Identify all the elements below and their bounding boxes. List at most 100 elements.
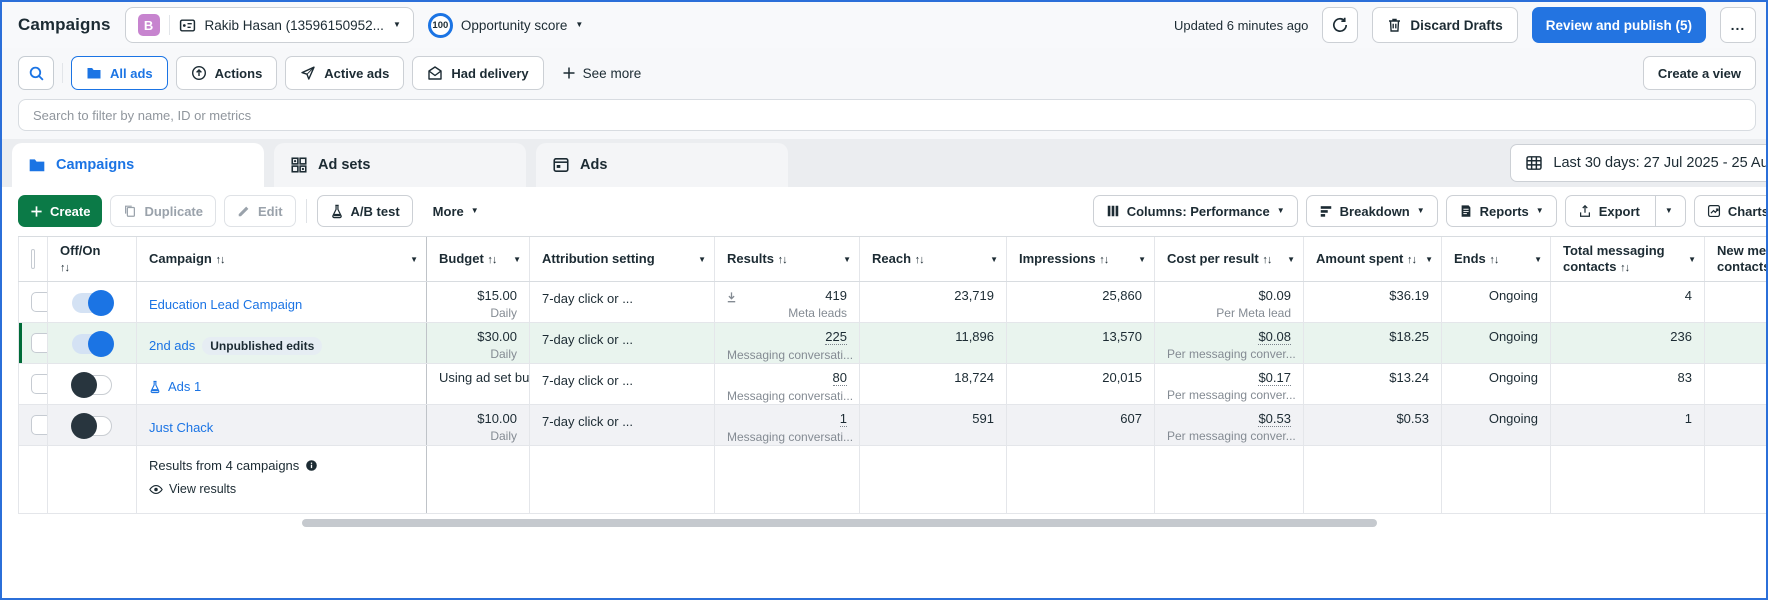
flask-icon [149, 380, 161, 394]
filter-had-delivery[interactable]: Had delivery [412, 56, 544, 90]
attribution-cell: 7-day click or ... [530, 282, 715, 322]
discard-drafts-button[interactable]: Discard Drafts [1372, 7, 1518, 43]
columns-button[interactable]: Columns: Performance ▼ [1092, 195, 1298, 227]
footer-cell [1007, 446, 1155, 513]
header-attribution[interactable]: Attribution setting ▼ [530, 237, 715, 281]
divider [168, 15, 170, 35]
row-toggle-cell [48, 282, 137, 322]
more-button[interactable]: More ▼ [421, 195, 491, 227]
sort-icon: ↑↓ [60, 261, 70, 274]
row-toggle-cell [48, 405, 137, 445]
view-results-button[interactable]: View results [149, 482, 414, 496]
campaign-link[interactable]: Education Lead Campaign [149, 297, 303, 312]
search-filter-button[interactable] [18, 56, 54, 90]
budget-cell: $30.00 Daily [427, 323, 530, 363]
breakdown-button[interactable]: Breakdown ▼ [1305, 195, 1438, 227]
ab-test-button[interactable]: A/B test [316, 195, 413, 227]
table-row: Education Lead Campaign $15.00 Daily 7-da… [18, 282, 1766, 323]
view-toolbar: Columns: Performance ▼ Breakdown ▼ Repor… [1092, 195, 1766, 227]
reports-label: Reports [1479, 203, 1529, 219]
see-more-button[interactable]: See more [552, 66, 652, 81]
header-off-on[interactable]: Off/On ↑↓ [48, 237, 137, 281]
campaign-toggle[interactable] [72, 290, 114, 316]
export-button[interactable]: Export ▼ [1564, 195, 1686, 227]
chevron-down-icon[interactable]: ▼ [410, 255, 418, 264]
header-total-messaging-contacts[interactable]: Total messaging contacts ↑↓ ▼ [1551, 237, 1705, 281]
cost-per-result-cell: $0.53 Per messaging conver... [1155, 405, 1304, 445]
download-icon[interactable] [725, 291, 738, 304]
columns-icon [1107, 205, 1118, 217]
create-button[interactable]: Create [18, 195, 103, 227]
sort-icon: ↑↓ [914, 253, 925, 266]
refresh-button[interactable] [1322, 7, 1359, 43]
chevron-down-icon[interactable]: ▼ [1425, 255, 1433, 264]
row-checkbox[interactable] [31, 415, 47, 435]
chevron-down-icon[interactable]: ▼ [1287, 255, 1295, 264]
header-results[interactable]: Results ↑↓ ▼ [715, 237, 860, 281]
search-input[interactable] [18, 99, 1756, 131]
review-publish-button[interactable]: Review and publish (5) [1531, 7, 1706, 43]
opportunity-score[interactable]: 100 Opportunity score ▼ [427, 12, 583, 38]
account-selector[interactable]: B Rakib Hasan (13596150952... ▼ [124, 7, 414, 43]
header-reach[interactable]: Reach ↑↓ ▼ [860, 237, 1007, 281]
filter-all-ads[interactable]: All ads [71, 56, 168, 90]
info-icon[interactable] [305, 459, 318, 472]
calendar-icon [1525, 154, 1543, 172]
footer-toggle-cell [48, 446, 137, 513]
filter-active-ads[interactable]: Active ads [285, 56, 405, 90]
header-budget[interactable]: Budget ↑↓ ▼ [427, 237, 530, 281]
footer-cell [530, 446, 715, 513]
horizontal-scrollbar[interactable] [302, 519, 1377, 527]
create-view-button[interactable]: Create a view [1642, 56, 1756, 90]
chevron-down-icon[interactable]: ▼ [1534, 255, 1542, 264]
impressions-cell: 25,860 [1007, 282, 1155, 322]
chevron-down-icon: ▼ [392, 20, 401, 29]
chevron-down-icon[interactable]: ▼ [843, 255, 851, 264]
footer-cell [1705, 446, 1766, 513]
table-row: 2nd ads Unpublished edits $30.00 Daily 7-d… [18, 323, 1766, 364]
more-options-button[interactable]: ... [1720, 7, 1756, 43]
select-all-checkbox[interactable] [31, 249, 35, 269]
duplicate-button[interactable]: Duplicate [110, 195, 216, 227]
breakdown-label: Breakdown [1339, 203, 1410, 219]
row-checkbox[interactable] [31, 292, 47, 312]
amount-spent-cell: $18.25 [1304, 323, 1442, 363]
header-amount-spent[interactable]: Amount spent ↑↓ ▼ [1304, 237, 1442, 281]
chevron-down-icon[interactable]: ▼ [698, 255, 706, 264]
campaign-toggle[interactable] [72, 331, 114, 357]
header-impressions[interactable]: Impressions ↑↓ ▼ [1007, 237, 1155, 281]
campaign-link[interactable]: Ads 1 [168, 379, 202, 394]
tab-campaigns[interactable]: Campaigns [12, 143, 264, 187]
chevron-down-icon[interactable]: ▼ [1688, 255, 1696, 264]
row-toggle-cell [48, 323, 137, 363]
chevron-down-icon[interactable]: ▼ [990, 255, 998, 264]
header-campaign[interactable]: Campaign ↑↓ ▼ [137, 237, 427, 281]
header-new-messaging-contacts[interactable]: New messaging contacts ↑↓ [1705, 237, 1766, 281]
campaign-link[interactable]: Just Chack [149, 420, 214, 435]
tab-ads[interactable]: Ads [536, 143, 788, 187]
chevron-down-icon[interactable]: ▼ [513, 255, 521, 264]
duplicate-label: Duplicate [144, 203, 203, 219]
campaign-toggle[interactable] [71, 413, 112, 439]
date-range-button[interactable]: Last 30 days: 27 Jul 2025 - 25 Aug 2025 [1510, 144, 1766, 182]
campaign-toggle[interactable] [71, 372, 112, 398]
row-checkbox[interactable] [31, 374, 47, 394]
view-results-label: View results [169, 482, 237, 496]
page-title: Campaigns [18, 15, 111, 34]
ends-cell: Ongoing [1442, 282, 1551, 322]
reports-button[interactable]: Reports ▼ [1445, 195, 1557, 227]
attribution-cell: 7-day click or ... [530, 364, 715, 404]
edit-label: Edit [257, 203, 283, 219]
row-select-cell [18, 405, 48, 445]
campaign-link[interactable]: 2nd ads [149, 338, 196, 353]
tab-ad-sets[interactable]: Ad sets [274, 143, 526, 187]
edit-button[interactable]: Edit [223, 195, 296, 227]
row-checkbox[interactable] [31, 333, 47, 353]
footer-cell [1155, 446, 1304, 513]
filter-actions[interactable]: Actions [175, 56, 278, 90]
header-ends[interactable]: Ends ↑↓ ▼ [1442, 237, 1551, 281]
chevron-down-icon[interactable]: ▼ [1138, 255, 1146, 264]
header-cost-per-result[interactable]: Cost per result ↑↓ ▼ [1155, 237, 1304, 281]
charts-button[interactable]: Charts [1693, 195, 1766, 227]
